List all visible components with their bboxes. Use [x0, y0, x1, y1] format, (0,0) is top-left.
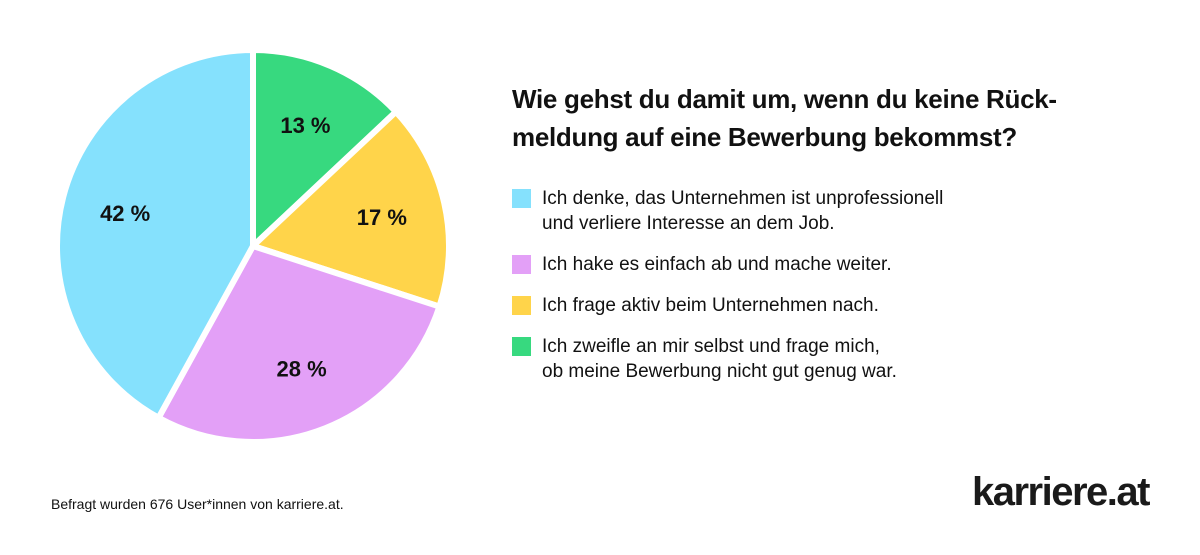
- chart-title: Wie gehst du damit um, wenn du keine Rüc…: [512, 84, 1057, 152]
- legend-item-unprofessional: Ich denke, das Unternehmen ist unprofess…: [512, 186, 1072, 236]
- slice-value-label: 17 %: [357, 205, 407, 230]
- legend-swatch: [512, 337, 531, 356]
- legend-label: Ich hake es einfach ab und mache weiter.: [542, 254, 892, 275]
- survey-footnote: Befragt wurden 676 User*innen von karrie…: [51, 496, 344, 512]
- legend-item-move-on: Ich hake es einfach ab und mache weiter.: [512, 252, 1072, 277]
- slice-self-doubt: [250, 47, 399, 249]
- legend-swatch: [512, 255, 531, 274]
- legend-label: Ich frage aktiv beim Unternehmen nach.: [542, 295, 879, 316]
- legend-swatch: [512, 189, 531, 208]
- legend-item-self-doubt: Ich zweifle an mir selbst und frage mich…: [512, 334, 1072, 384]
- legend: Ich denke, das Unternehmen ist unprofess…: [512, 186, 1072, 400]
- slice-unprofessional: [54, 47, 256, 421]
- pie-chart: 13 % 17 % 28 % 42 %: [54, 47, 452, 445]
- slice-value-label: 13 %: [280, 113, 330, 138]
- legend-label: Ich zweifle an mir selbst und frage mich…: [542, 336, 897, 382]
- legend-item-follow-up: Ich frage aktiv beim Unternehmen nach.: [512, 293, 1072, 318]
- slice-follow-up: [250, 108, 452, 310]
- slice-value-label: 42 %: [100, 201, 150, 226]
- legend-swatch: [512, 296, 531, 315]
- legend-label: Ich denke, das Unternehmen ist unprofess…: [542, 188, 944, 234]
- karriere-logo: karriere.at: [972, 470, 1150, 514]
- slice-value-label: 28 %: [277, 357, 327, 382]
